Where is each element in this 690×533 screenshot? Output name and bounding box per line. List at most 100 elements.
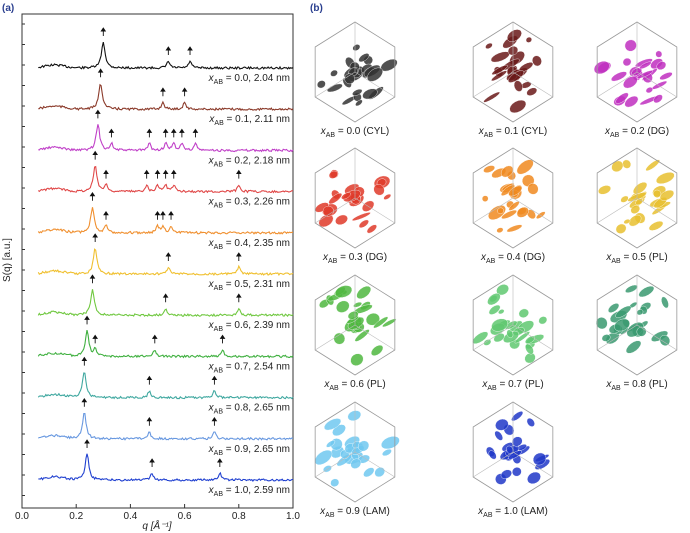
legend-label: xAB = 0.1, 2.11 nm	[208, 114, 290, 127]
legend-label: xAB = 0.6, 2.39 nm	[208, 320, 290, 333]
domain-blob	[525, 343, 534, 355]
legend-label: xAB = 0.3, 2.26 nm	[208, 197, 290, 210]
peak-arrow	[170, 128, 177, 138]
morphology-render	[314, 401, 400, 503]
morphology-render	[314, 274, 397, 376]
domain-blob	[525, 36, 532, 43]
domain-blob	[610, 71, 627, 82]
domain-blob	[656, 61, 667, 71]
peak-arrow	[103, 169, 109, 179]
peak-arrow	[151, 334, 158, 344]
morphology-label: xAB = 1.0 (LAM)	[477, 506, 548, 519]
domain-blob	[532, 55, 542, 67]
x-tick-label: 0.6	[178, 511, 192, 522]
domain-blob	[496, 284, 509, 296]
legend-label: xAB = 1.0, 2.59 nm	[208, 485, 290, 498]
peak-arrow	[235, 252, 242, 261]
domain-blob	[624, 95, 639, 108]
morphology-label: xAB = 0.7 (PL)	[481, 379, 543, 392]
morphology-render	[595, 274, 678, 376]
domain-blob	[506, 329, 514, 339]
box-edges	[315, 275, 395, 351]
domain-blob	[516, 159, 534, 175]
domain-blob	[526, 87, 538, 96]
morphology-label: xAB = 0.5 (PL)	[605, 252, 667, 265]
peak-arrow	[89, 191, 96, 201]
domain-blob	[355, 99, 363, 107]
domain-blob	[659, 72, 673, 81]
panel-label: (a)	[2, 3, 14, 14]
peak-arrow	[97, 68, 104, 78]
peak-arrow	[165, 252, 172, 261]
peak-arrow	[192, 128, 199, 138]
domain-blob	[351, 212, 371, 221]
morphology-render	[472, 147, 554, 249]
domain-blob	[333, 332, 346, 345]
plot-frame	[21, 13, 294, 509]
peak-arrow	[84, 439, 90, 448]
peak-arrow	[103, 210, 109, 220]
legend-label: xAB = 0.7, 2.54 nm	[208, 361, 290, 374]
peak-arrow	[92, 334, 99, 344]
peak-arrow	[160, 87, 166, 97]
domain-blob	[382, 318, 397, 328]
domain-blob	[497, 207, 504, 215]
domain-blob	[356, 285, 372, 300]
domain-blob	[494, 430, 504, 441]
box-outline	[472, 274, 554, 376]
domain-blob	[326, 440, 336, 448]
domain-blob	[511, 411, 524, 422]
domain-blob	[524, 335, 536, 344]
x-tick-label: 0.0	[15, 511, 29, 522]
box-edges	[473, 22, 553, 98]
domain-blob	[538, 316, 548, 325]
domain-blob	[483, 165, 496, 173]
domain-blob	[624, 39, 637, 52]
domain-blob	[350, 458, 362, 469]
peak-arrow	[235, 293, 242, 303]
peak-arrow	[154, 210, 161, 220]
domain-blob	[483, 339, 492, 346]
domain-blob	[622, 159, 632, 169]
domain-blob	[362, 88, 378, 100]
box-outline	[314, 21, 396, 123]
domain-blob	[628, 214, 642, 227]
box-outline	[314, 274, 396, 376]
peak-arrow	[179, 128, 185, 138]
x-tick-label: 0.8	[232, 511, 246, 522]
box-outline	[596, 274, 678, 376]
domain-blob	[622, 57, 632, 67]
domain-blob	[611, 160, 624, 173]
domain-blob	[347, 311, 359, 320]
legend-label: xAB = 0.0, 2.04 nm	[208, 73, 290, 86]
peak-arrow	[181, 87, 188, 97]
curve	[38, 83, 294, 112]
morphology-label: xAB = 0.2 (DG)	[604, 126, 669, 139]
domain-blob	[350, 353, 364, 366]
peak-arrow	[162, 169, 169, 179]
curve	[37, 207, 294, 235]
domain-blob	[488, 304, 501, 315]
peak-arrow	[81, 356, 88, 366]
domain-blob	[490, 51, 510, 63]
domain-blob	[380, 436, 400, 450]
legend-label: xAB = 0.9, 2.65 nm	[208, 444, 290, 457]
domain-blob	[516, 206, 529, 218]
legend-label: xAB = 0.2, 2.18 nm	[208, 155, 290, 168]
legend-label: xAB = 0.4, 2.35 nm	[208, 238, 290, 251]
domain-blob	[615, 305, 632, 318]
peak-arrow	[162, 128, 169, 138]
domain-blob	[352, 44, 361, 51]
peak-arrow	[216, 458, 223, 467]
domain-blob	[383, 193, 392, 200]
peak-arrow	[168, 210, 174, 220]
domain-blob	[655, 50, 663, 58]
peak-arrow	[143, 169, 150, 179]
peak-arrow	[108, 128, 115, 138]
domain-blob	[614, 318, 630, 332]
box-edges	[597, 275, 677, 351]
domain-blob	[651, 80, 668, 90]
domain-blob	[607, 303, 620, 313]
domain-blob	[593, 60, 610, 75]
domain-blob	[487, 293, 501, 306]
